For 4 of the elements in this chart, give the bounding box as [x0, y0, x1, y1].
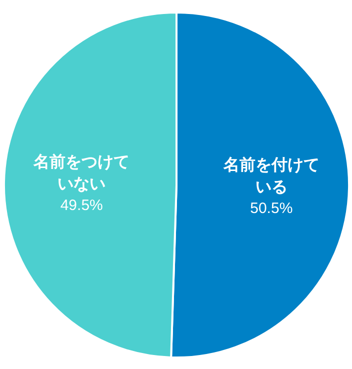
data-label: 50.5% [250, 200, 293, 217]
slice-label: 名前を付けている [222, 154, 320, 196]
data-label: 49.5% [60, 197, 103, 214]
slice-label: 名前をつけていない [32, 152, 130, 194]
